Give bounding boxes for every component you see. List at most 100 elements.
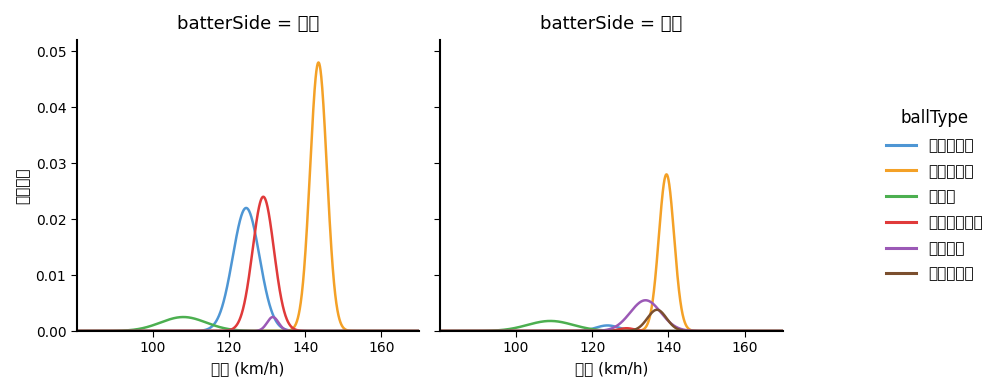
ストレート [312, 60, 324, 65]
カットボール [600, 328, 612, 333]
ツーシーム [651, 307, 663, 312]
ストレート [660, 172, 672, 177]
スライダー [237, 210, 249, 214]
ツーシーム [435, 329, 447, 334]
ストレート [785, 329, 797, 334]
フォーク [785, 329, 797, 334]
X-axis label: 球速 (km/h): 球速 (km/h) [211, 361, 285, 376]
フォーク [715, 329, 727, 334]
ツーシーム [415, 329, 427, 334]
Line: スライダー: スライダー [421, 325, 802, 331]
カットボール [620, 326, 632, 330]
ツーシーム [715, 329, 727, 334]
ストレート [352, 329, 364, 334]
ストレート [52, 329, 64, 334]
カーブ [227, 327, 239, 332]
カットボール [785, 329, 797, 334]
ストレート [237, 329, 249, 334]
スライダー [600, 323, 612, 328]
スライダー [796, 329, 808, 334]
フォーク [639, 298, 651, 303]
ツーシーム [785, 329, 797, 334]
Line: フォーク: フォーク [58, 317, 439, 331]
カットボール [52, 329, 64, 334]
カーブ [785, 329, 797, 334]
スライダー [590, 325, 602, 330]
Title: batterSide = 左打: batterSide = 左打 [176, 15, 319, 33]
ツーシーム [433, 329, 445, 334]
スライダー [422, 329, 434, 334]
ストレート [433, 329, 445, 334]
Line: ツーシーム: ツーシーム [421, 310, 802, 331]
カットボール [433, 329, 445, 334]
カーブ [422, 329, 434, 334]
カーブ [785, 329, 797, 334]
ストレート [590, 329, 602, 334]
カットボール [422, 329, 434, 334]
ツーシーム [796, 329, 808, 334]
ツーシーム [422, 329, 434, 334]
カットボール [237, 307, 249, 312]
カーブ [71, 329, 83, 334]
カットボール [415, 329, 427, 334]
カットボール [352, 329, 364, 334]
ストレート [785, 329, 797, 334]
スライダー [226, 255, 238, 259]
フォーク [600, 328, 612, 332]
Line: ストレート: ストレート [421, 174, 802, 331]
Line: カットボール: カットボール [421, 328, 802, 331]
フォーク [435, 329, 447, 334]
カーブ [422, 329, 434, 334]
Line: ストレート: ストレート [58, 63, 439, 331]
ツーシーム [785, 329, 797, 334]
カーブ [415, 329, 427, 334]
カーブ [435, 329, 447, 334]
フォーク [433, 329, 445, 334]
X-axis label: 球速 (km/h): 球速 (km/h) [574, 361, 648, 376]
フォーク [267, 315, 279, 319]
フォーク [52, 329, 64, 334]
フォーク [226, 329, 238, 334]
ツーシーム [352, 329, 364, 334]
Line: スライダー: スライダー [58, 208, 439, 331]
フォーク [71, 329, 83, 334]
スライダー [71, 329, 83, 334]
Y-axis label: 確率密度: 確率密度 [15, 167, 30, 204]
ツーシーム [237, 329, 249, 334]
カットボール [796, 329, 808, 334]
カーブ [433, 329, 445, 334]
ツーシーム [52, 329, 64, 334]
フォーク [422, 329, 434, 334]
ツーシーム [590, 329, 602, 334]
カットボール [71, 329, 83, 334]
ストレート [435, 329, 447, 334]
カットボール [257, 194, 269, 199]
Line: カーブ: カーブ [421, 321, 802, 331]
スライダー [785, 329, 797, 334]
ツーシーム [600, 329, 612, 334]
ストレート [600, 329, 612, 334]
カーブ [52, 329, 64, 334]
ツーシーム [71, 329, 83, 334]
フォーク [415, 329, 427, 334]
カーブ [544, 319, 556, 323]
カーブ [237, 328, 249, 333]
ツーシーム [421, 329, 433, 334]
カットボール [422, 329, 434, 334]
スライダー [415, 329, 427, 334]
ストレート [415, 329, 427, 334]
スライダー [433, 329, 445, 334]
カットボール [226, 326, 238, 331]
カーブ [590, 327, 602, 332]
フォーク [796, 329, 808, 334]
スライダー [715, 329, 727, 334]
スライダー [601, 323, 613, 328]
スライダー [52, 329, 64, 334]
フォーク [785, 329, 797, 334]
カットボール [785, 329, 797, 334]
Line: カットボール: カットボール [58, 197, 439, 331]
ツーシーム [226, 329, 238, 334]
ストレート [796, 329, 808, 334]
カーブ [600, 328, 612, 333]
ストレート [715, 329, 727, 334]
